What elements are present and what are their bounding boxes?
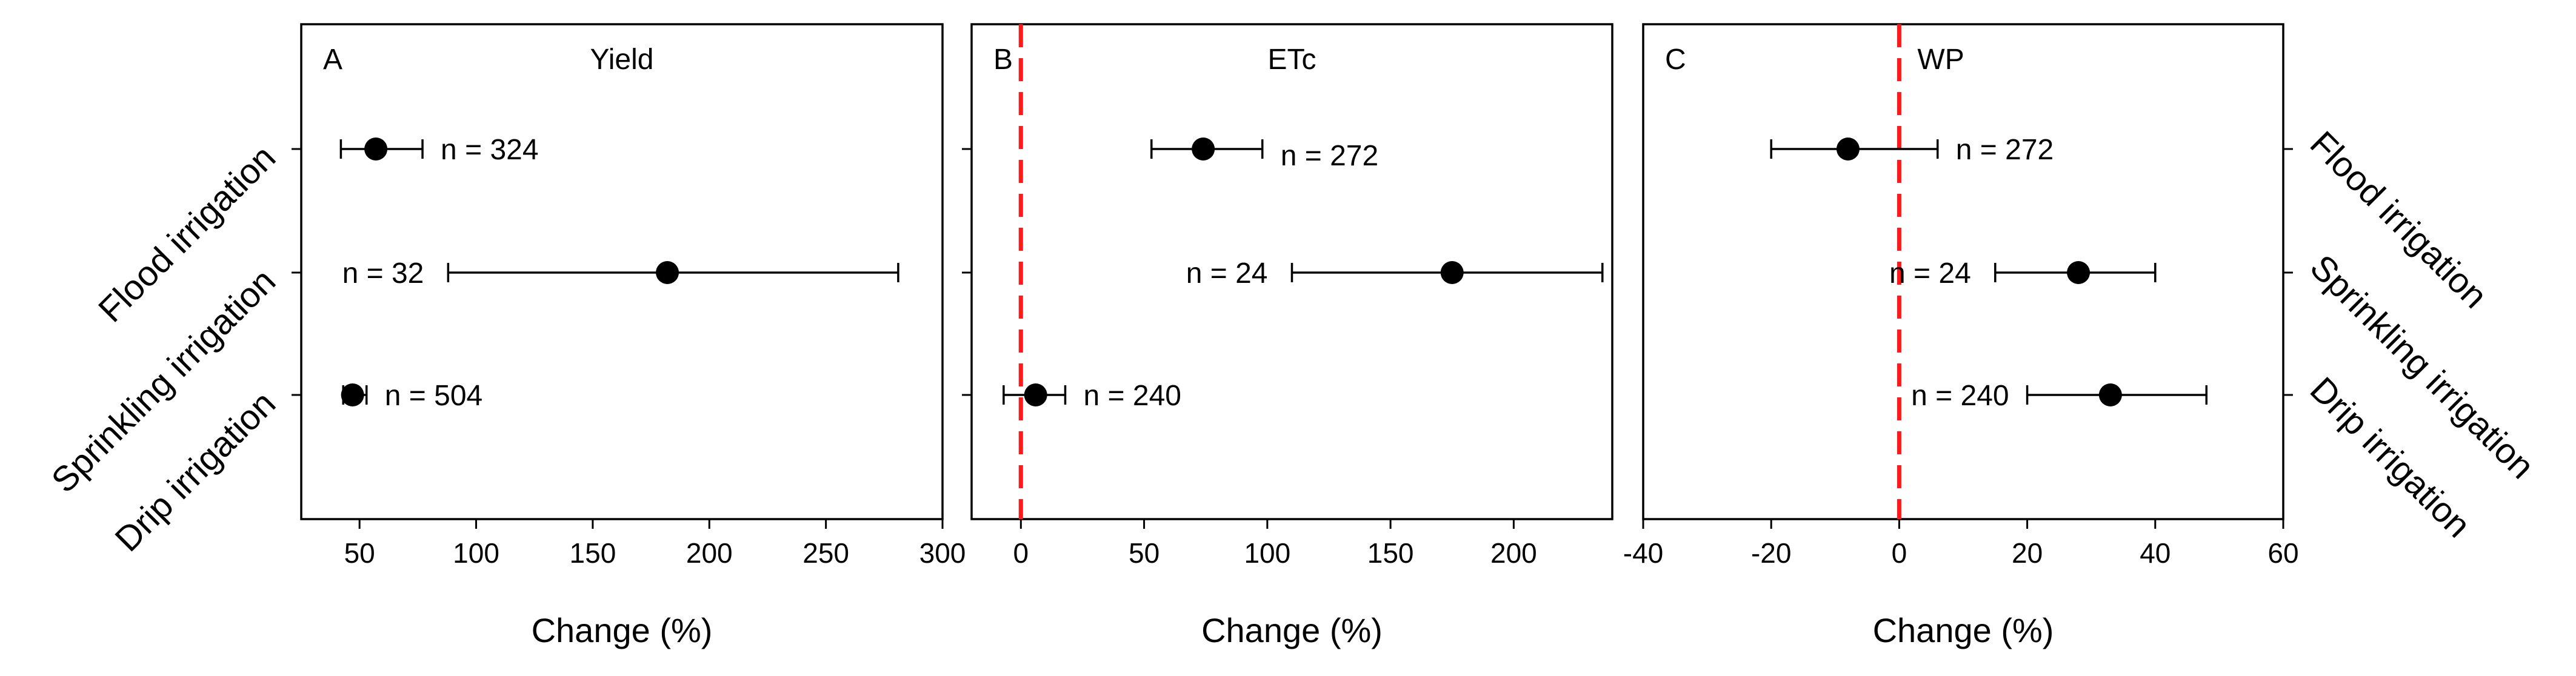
- x-tick-label: 150: [1367, 537, 1414, 569]
- panel-title: Yield: [590, 44, 654, 76]
- panel-c: -40 -20 0 20 40 60 C WP Change (%) n = 272 n = 24 n…: [1623, 23, 2299, 649]
- y-category-label-right: Sprinkling irrigation: [2303, 247, 2542, 486]
- x-tick-label: 100: [1244, 537, 1290, 569]
- x-tick-label: 40: [2140, 537, 2171, 569]
- sample-size-label: n = 324: [441, 134, 538, 166]
- panel-b: 0 50 100 150 200 B ETc Change (%) n = 272 n = 24 n…: [962, 23, 1613, 649]
- x-axis-label: Change (%): [1201, 611, 1383, 649]
- x-tick-label: 50: [344, 537, 375, 569]
- mean-point: [341, 383, 364, 406]
- panel-a: 50 100 150 200 250 300 A Yield Change (%) n = 324…: [292, 23, 966, 649]
- mean-point: [1024, 383, 1047, 406]
- panel-title: WP: [1917, 44, 1964, 76]
- x-tick-label: 0: [1892, 537, 1907, 569]
- x-tick-label: 200: [686, 537, 733, 569]
- x-tick-label: 300: [919, 537, 966, 569]
- sample-size-label: n = 272: [1956, 134, 2054, 166]
- sample-size-label: n = 32: [342, 257, 424, 290]
- mean-point: [2067, 261, 2090, 284]
- sample-size-label: n = 240: [1083, 380, 1181, 412]
- panel-label: B: [993, 44, 1013, 76]
- mean-point: [1440, 261, 1464, 284]
- sample-size-label: n = 504: [385, 380, 482, 412]
- mean-point: [1836, 138, 1860, 161]
- panel-title: ETc: [1267, 44, 1316, 76]
- x-axis-label: Change (%): [532, 611, 713, 649]
- mean-point: [364, 138, 388, 161]
- y-category-label-left: Sprinkling irrigation: [44, 261, 283, 500]
- mean-point: [1192, 138, 1215, 161]
- x-tick-label: 150: [570, 537, 616, 569]
- x-tick-label: 100: [453, 537, 499, 569]
- sample-size-label: n = 24: [1186, 257, 1268, 290]
- x-tick-label: 60: [2267, 537, 2298, 569]
- mean-point: [656, 261, 679, 284]
- mean-point: [2098, 383, 2122, 406]
- x-tick-label: -40: [1623, 537, 1663, 569]
- x-axis-label: Change (%): [1873, 611, 2054, 649]
- sample-size-label: n = 272: [1281, 140, 1378, 172]
- x-tick-label: 20: [2012, 537, 2043, 569]
- x-tick-label: -20: [1751, 537, 1791, 569]
- x-tick-label: 0: [1013, 537, 1029, 569]
- panel-label: A: [323, 44, 342, 76]
- sample-size-label: n = 24: [1889, 257, 1971, 290]
- x-tick-label: 200: [1490, 537, 1537, 569]
- sample-size-label: n = 240: [1911, 380, 2009, 412]
- panel-label: C: [1665, 44, 1686, 76]
- x-tick-label: 250: [802, 537, 849, 569]
- x-tick-label: 50: [1129, 537, 1160, 569]
